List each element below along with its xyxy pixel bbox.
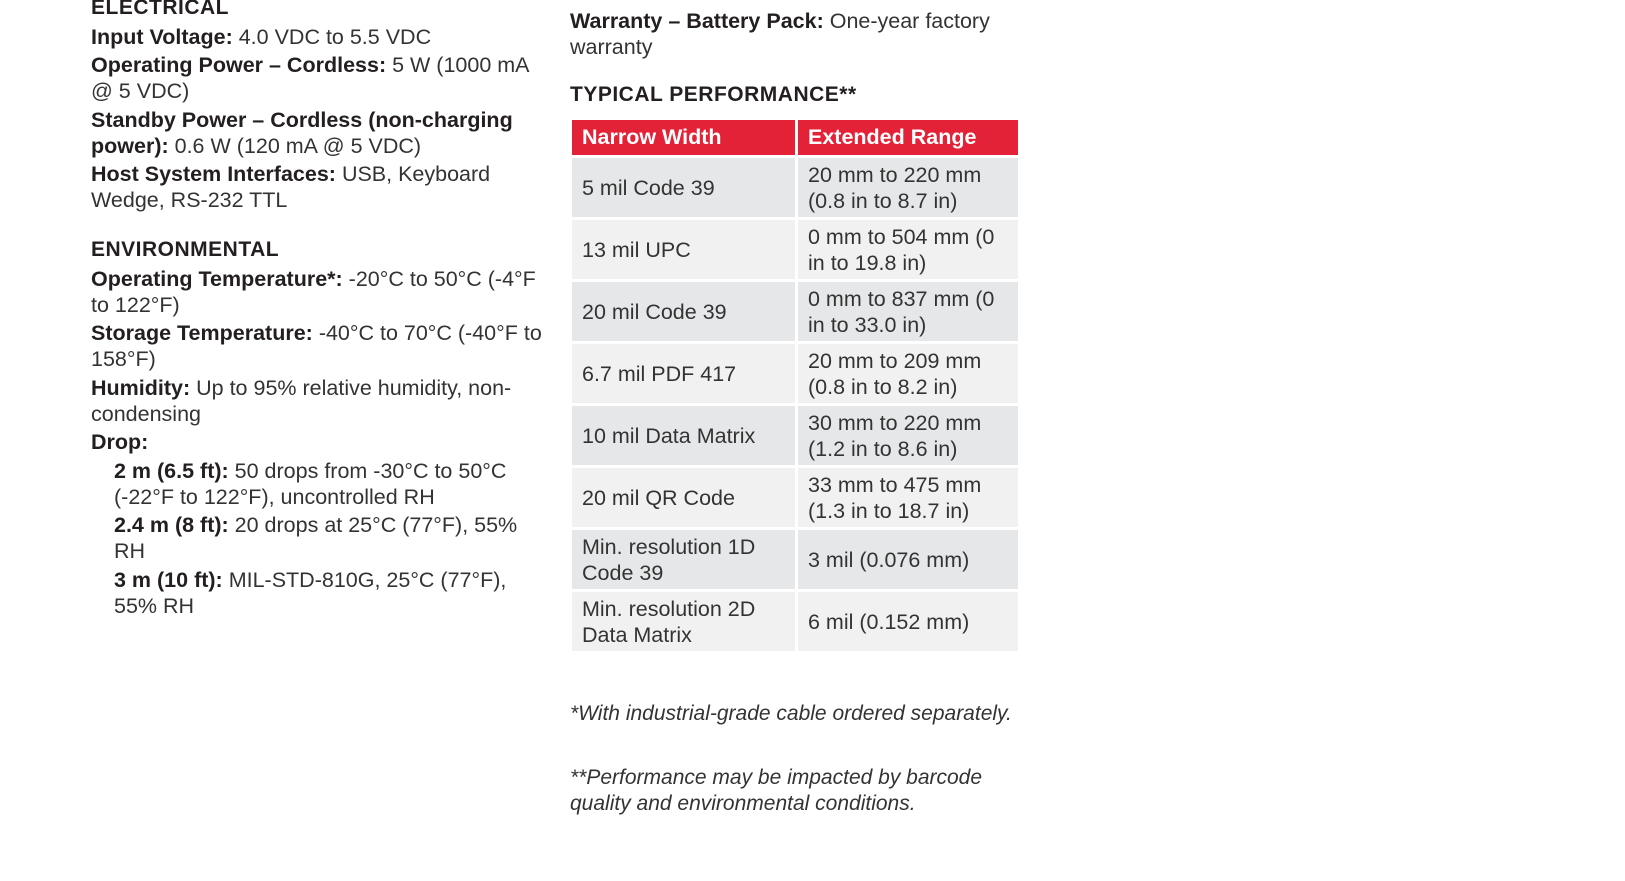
spec-value: USB, Keyboard Wedge, RS-232 TTL [91,162,491,212]
electrical-heading: ELECTRICAL [91,0,229,19]
warranty-block: Warranty – Battery Pack: One-year factor… [570,5,1030,60]
spec-label: Input Voltage: [91,24,233,49]
spec-value: 20 drops at 25°C (77°F), 55% RH [114,513,518,563]
spec-label: Operating Temperature*: [91,266,343,291]
spec-label: 2 m (6.5 ft): [114,458,229,483]
spec-label: Standby Power – Cordless (non-charging p… [91,107,513,158]
performance-table: Narrow Width Extended Range 5 mil Code 3… [569,117,1021,654]
spec-input-voltage: Input Voltage: 4.0 VDC to 5.5 VDC [91,24,546,50]
cell-extended-range: 6 mil (0.152 mm) [798,592,1018,651]
spec-standby-power: Standby Power – Cordless (non-charging p… [91,107,546,159]
cell-extended-range: 3 mil (0.076 mm) [798,530,1018,589]
spec-value: 5 W (1000 mA @ 5 VDC) [91,53,529,103]
spec-drop: Drop: [91,429,546,455]
spec-operating-power: Operating Power – Cordless: 5 W (1000 mA… [91,52,546,104]
spec-value: -20°C to 50°C (-4°F to 122°F) [91,266,536,317]
cell-extended-range: 30 mm to 220 mm (1.2 in to 8.6 in) [798,406,1018,465]
table-row: 13 mil UPC 0 mm to 504 mm (0 in to 19.8 i… [572,220,1018,279]
spec-value: -40°C to 70°C (-40°F to 158°F) [91,321,542,371]
spec-warranty-battery: Warranty – Battery Pack: One-year factor… [570,8,1030,60]
cell-extended-range: 20 mm to 209 mm (0.8 in to 8.2 in) [798,344,1018,403]
spec-label: Storage Temperature: [91,321,313,345]
spec-label: Humidity: [91,375,191,400]
cell-narrow-width: 13 mil UPC [572,220,795,279]
table-header-row: Narrow Width Extended Range [572,120,1018,155]
table-row: 20 mil QR Code 33 mm to 475 mm (1.3 in to… [572,468,1018,527]
table-row: 20 mil Code 39 0 mm to 837 mm (0 in to 33… [572,282,1018,341]
cell-narrow-width: 6.7 mil PDF 417 [572,344,795,403]
table-row: 5 mil Code 39 20 mm to 220 mm (0.8 in to … [572,158,1018,217]
table-row: 6.7 mil PDF 417 20 mm to 209 mm (0.8 in t… [572,344,1018,403]
spec-value: Up to 95% relative humidity, non-condens… [91,375,512,426]
spec-drop-2-4m: 2.4 m (8 ft): 20 drops at 25°C (77°F), 5… [91,512,546,564]
spec-humidity: Humidity: Up to 95% relative humidity, n… [91,375,546,427]
column-header-narrow-width: Narrow Width [572,120,795,155]
table-row: Min. resolution 2D Data Matrix 6 mil (0.1… [572,592,1018,651]
spec-storage-temperature: Storage Temperature: -40°C to 70°C (-40°… [91,320,546,372]
spec-drop-3m: 3 m (10 ft): MIL-STD-810G, 25°C (77°F), … [91,567,546,619]
spec-label: 3 m (10 ft): [114,567,223,592]
spec-value: 50 drops from -30°C to 50°C (-22°F to 12… [114,458,507,509]
cell-narrow-width: 20 mil QR Code [572,468,795,527]
cell-extended-range: 20 mm to 220 mm (0.8 in to 8.7 in) [798,158,1018,217]
spec-value: 0.6 W (120 mA @ 5 VDC) [174,133,422,158]
spec-value: One-year factory warranty [570,8,990,59]
spec-label: Drop: [91,430,149,454]
spec-label: Host System Interfaces: [91,162,336,186]
cell-extended-range: 0 mm to 837 mm (0 in to 33.0 in) [798,282,1018,341]
cell-extended-range: 33 mm to 475 mm (1.3 in to 18.7 in) [798,468,1018,527]
table-row: 10 mil Data Matrix 30 mm to 220 mm (1.2 i… [572,406,1018,465]
cell-narrow-width: Min. resolution 2D Data Matrix [572,592,795,651]
cell-narrow-width: 5 mil Code 39 [572,158,795,217]
footnote-performance: **Performance may be impacted by barcode… [570,766,983,815]
environmental-heading: ENVIRONMENTAL [91,238,280,261]
spec-drop-2m: 2 m (6.5 ft): 50 drops from -30°C to 50°… [91,458,546,510]
performance-heading: TYPICAL PERFORMANCE** [570,83,857,106]
footnote-cable: *With industrial-grade cable ordered sep… [570,702,1012,725]
cell-narrow-width: 10 mil Data Matrix [572,406,795,465]
column-header-extended-range: Extended Range [798,120,1018,155]
spec-host-interfaces: Host System Interfaces: USB, Keyboard We… [91,161,546,213]
spec-value: MIL-STD-810G, 25°C (77°F), 55% RH [114,567,507,618]
spec-label: Operating Power – Cordless: [91,53,387,77]
left-column: ELECTRICAL Input Voltage: 4.0 VDC to 5.5… [91,0,546,619]
cell-narrow-width: Min. resolution 1D Code 39 [572,530,795,589]
cell-extended-range: 0 mm to 504 mm (0 in to 19.8 in) [798,220,1018,279]
cell-narrow-width: 20 mil Code 39 [572,282,795,341]
spec-value: 4.0 VDC to 5.5 VDC [238,24,432,49]
spec-label: 2.4 m (8 ft): [114,513,229,537]
spec-operating-temperature: Operating Temperature*: -20°C to 50°C (-… [91,266,546,318]
table-row: Min. resolution 1D Code 39 3 mil (0.076 m… [572,530,1018,589]
spec-label: Warranty – Battery Pack: [570,8,824,33]
